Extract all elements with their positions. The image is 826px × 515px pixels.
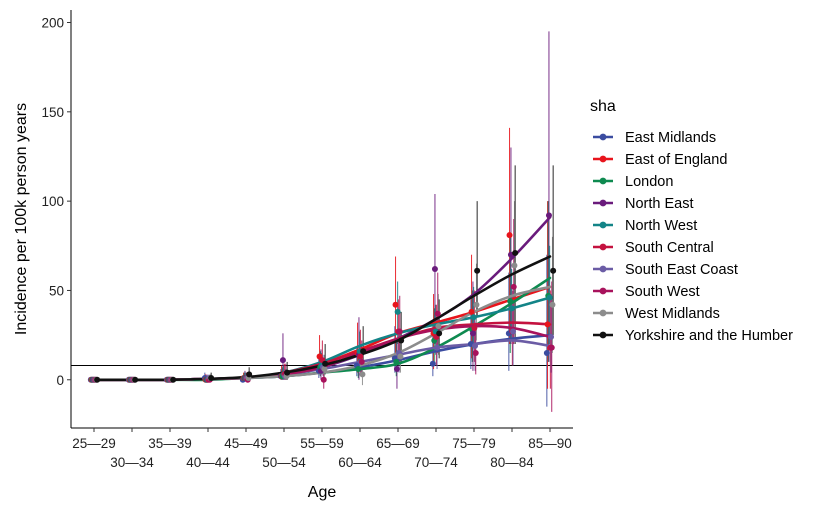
data-point-west-midlands (473, 301, 480, 308)
data-point-south-west (320, 376, 327, 383)
data-point-south-central (357, 353, 364, 360)
y-tick-label: 150 (41, 105, 64, 120)
data-point-south-west (510, 283, 517, 290)
x-axis-title: Age (308, 484, 337, 501)
x-tick-label: 50—54 (262, 455, 306, 470)
x-tick-label: 45—49 (224, 436, 268, 451)
data-point-west-midlands (511, 262, 518, 269)
data-point-yorkshire-and-the-humber (208, 374, 215, 381)
data-point-east-midlands (429, 360, 436, 367)
x-tick-label: 30—34 (110, 455, 154, 470)
data-point-west-midlands (359, 371, 366, 378)
data-point-east-of-england (468, 308, 475, 315)
legend: East Midlands East of England London North … (593, 130, 793, 344)
data-point-london (507, 298, 514, 305)
y-tick-label: 0 (56, 373, 64, 388)
data-point-yorkshire-and-the-humber (284, 369, 291, 376)
x-tick-label: 80—84 (490, 455, 534, 470)
data-point-south-west (548, 344, 555, 351)
legend-label-east-midlands: East Midlands (625, 130, 716, 146)
x-tick-label: 40—44 (186, 455, 230, 470)
data-point-yorkshire-and-the-humber (436, 330, 443, 337)
data-point-west-midlands (397, 353, 404, 360)
data-point-yorkshire-and-the-humber (322, 360, 329, 367)
data-point-yorkshire-and-the-humber (94, 376, 101, 383)
data-point-north-east (279, 357, 286, 364)
data-point-london (355, 366, 362, 373)
data-point-south-west (396, 328, 403, 335)
legend-key-point-north-east (599, 199, 607, 207)
data-point-east-midlands (543, 349, 550, 356)
legend-label-north-west: North West (625, 218, 697, 234)
data-point-south-east-coast (434, 344, 441, 351)
data-point-yorkshire-and-the-humber (360, 348, 367, 355)
data-point-south-west (434, 310, 441, 317)
data-point-north-east (431, 266, 438, 273)
legend-label-south-east-coast: South East Coast (625, 262, 738, 278)
data-point-south-central (471, 324, 478, 331)
x-tick-label: 55—59 (300, 436, 344, 451)
legend-label-east-of-england: East of England (625, 152, 727, 168)
data-point-north-west (470, 314, 477, 321)
data-point-yorkshire-and-the-humber (132, 376, 139, 383)
legend-label-west-midlands: West Midlands (625, 306, 720, 322)
data-point-london (393, 358, 400, 365)
legend-key-point-west-midlands (599, 309, 607, 317)
data-point-east-of-england (506, 232, 513, 239)
x-tick-label: 75—79 (452, 436, 496, 451)
data-point-east-of-england (544, 321, 551, 328)
legend-key-point-south-west (599, 287, 607, 295)
data-point-south-west (472, 349, 479, 356)
data-point-south-west (358, 358, 365, 365)
legend-key-point-south-east-coast (599, 265, 607, 273)
x-tick-label: 70—74 (414, 455, 458, 470)
legend-key-point-east-midlands (599, 133, 607, 141)
data-point-yorkshire-and-the-humber (550, 267, 557, 274)
error-bar-layer (204, 31, 554, 412)
data-point-north-east (469, 330, 476, 337)
y-axis-title: Incidence per 100k person years (13, 103, 30, 335)
legend-key-point-london (599, 177, 607, 185)
axes-layer: 0 50 100 150 200 25—29 30—34 35—39 40—44 45—49 50—… (41, 10, 573, 470)
y-tick-label: 200 (41, 16, 64, 31)
data-point-yorkshire-and-the-humber (398, 337, 405, 344)
data-point-yorkshire-and-the-humber (170, 376, 177, 383)
legend-label-south-west: South West (625, 284, 700, 300)
data-point-south-east-coast (510, 328, 517, 335)
legend-key-point-east-of-england (599, 155, 607, 163)
legend-label-yorkshire-and-the-humber: Yorkshire and the Humber (625, 328, 793, 344)
data-point-north-east (545, 212, 552, 219)
data-point-layer (87, 212, 557, 383)
legend-label-north-east: North East (625, 196, 694, 212)
data-point-south-east-coast (548, 333, 555, 340)
data-point-north-east (393, 366, 400, 373)
data-point-yorkshire-and-the-humber (246, 371, 253, 378)
data-point-north-west (394, 308, 401, 315)
data-point-south-east-coast (472, 342, 479, 349)
data-point-east-of-england (392, 301, 399, 308)
x-tick-label: 85—90 (528, 436, 572, 451)
x-tick-label: 60—64 (338, 455, 382, 470)
legend-key-point-north-west (599, 221, 607, 229)
data-point-north-west (508, 305, 515, 312)
legend-key-point-south-central (599, 243, 607, 251)
y-tick-label: 50 (49, 283, 64, 298)
legend-title: sha (590, 98, 616, 115)
data-point-west-midlands (321, 366, 328, 373)
data-point-north-west (546, 294, 553, 301)
data-point-yorkshire-and-the-humber (512, 249, 519, 256)
data-point-west-midlands (435, 323, 442, 330)
x-tick-label: 65—69 (376, 436, 420, 451)
x-tick-label: 35—39 (148, 436, 192, 451)
legend-label-london: London (625, 174, 673, 190)
data-point-yorkshire-and-the-humber (474, 267, 481, 274)
y-tick-label: 100 (41, 194, 64, 209)
data-point-west-midlands (549, 301, 556, 308)
legend-key-point-yorkshire-and-the-humber (599, 331, 607, 339)
x-tick-label: 25—29 (72, 436, 116, 451)
legend-label-south-central: South Central (625, 240, 714, 256)
